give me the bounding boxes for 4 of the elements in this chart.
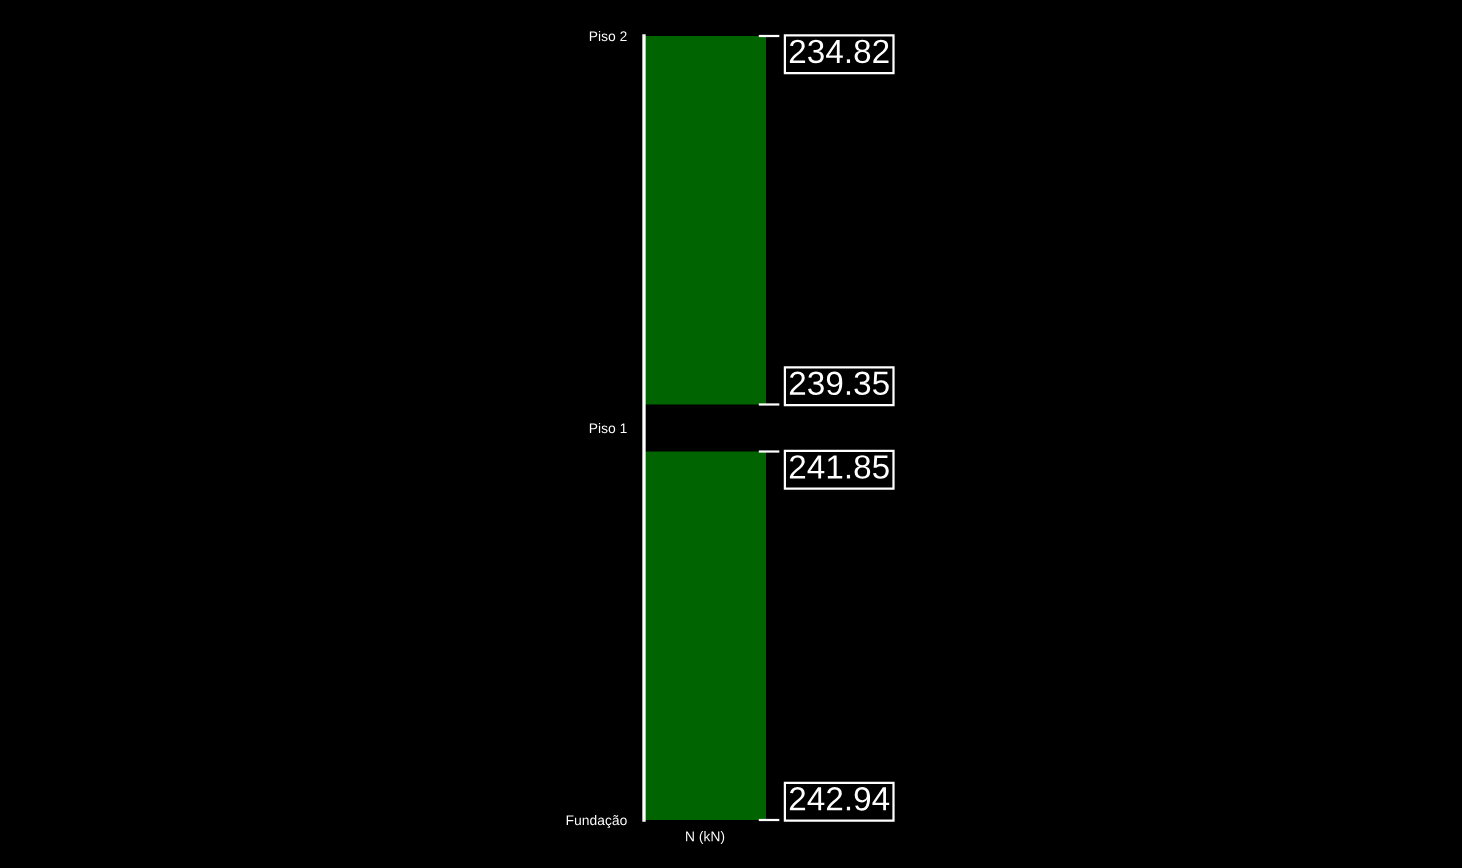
data-label: 234.82 bbox=[789, 39, 889, 64]
data-label: 242.94 bbox=[789, 787, 890, 811]
data-label: 241.85 bbox=[789, 455, 889, 479]
data-label: 239.35 bbox=[789, 371, 889, 396]
